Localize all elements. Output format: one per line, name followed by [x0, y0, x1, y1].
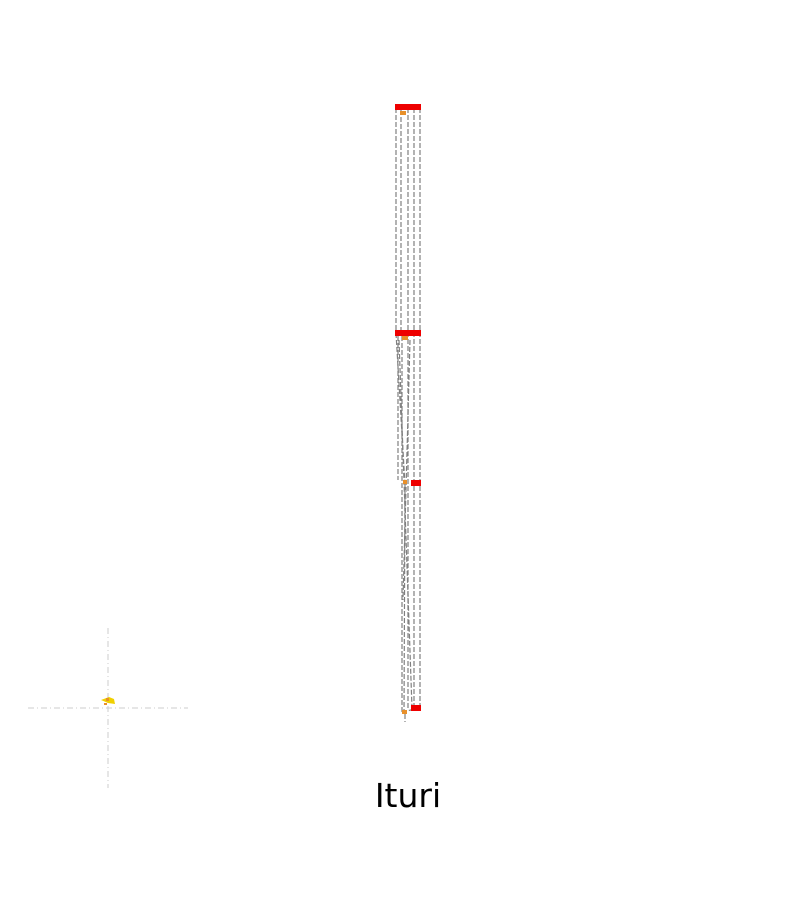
- route-lines: [395, 107, 421, 722]
- unit-marker-icon[interactable]: [402, 710, 407, 714]
- unit-markers: [400, 111, 408, 714]
- waypoint-marker-icon[interactable]: [395, 104, 408, 110]
- unit-marker-icon[interactable]: [402, 336, 408, 340]
- player-marker-icon: [101, 697, 115, 705]
- unit-marker-icon[interactable]: [400, 111, 406, 115]
- waypoint-marker-icon[interactable]: [408, 330, 421, 336]
- waypoint-marker-icon[interactable]: [411, 480, 421, 486]
- waypoint-marker-icon[interactable]: [395, 330, 408, 336]
- unit-marker-icon[interactable]: [403, 480, 407, 484]
- waypoint-markers: [395, 104, 421, 711]
- map-name-label: Ituri: [374, 776, 442, 815]
- waypoint-marker-icon[interactable]: [408, 104, 421, 110]
- crosshair-icon: [28, 628, 188, 788]
- waypoint-marker-icon[interactable]: [411, 705, 421, 711]
